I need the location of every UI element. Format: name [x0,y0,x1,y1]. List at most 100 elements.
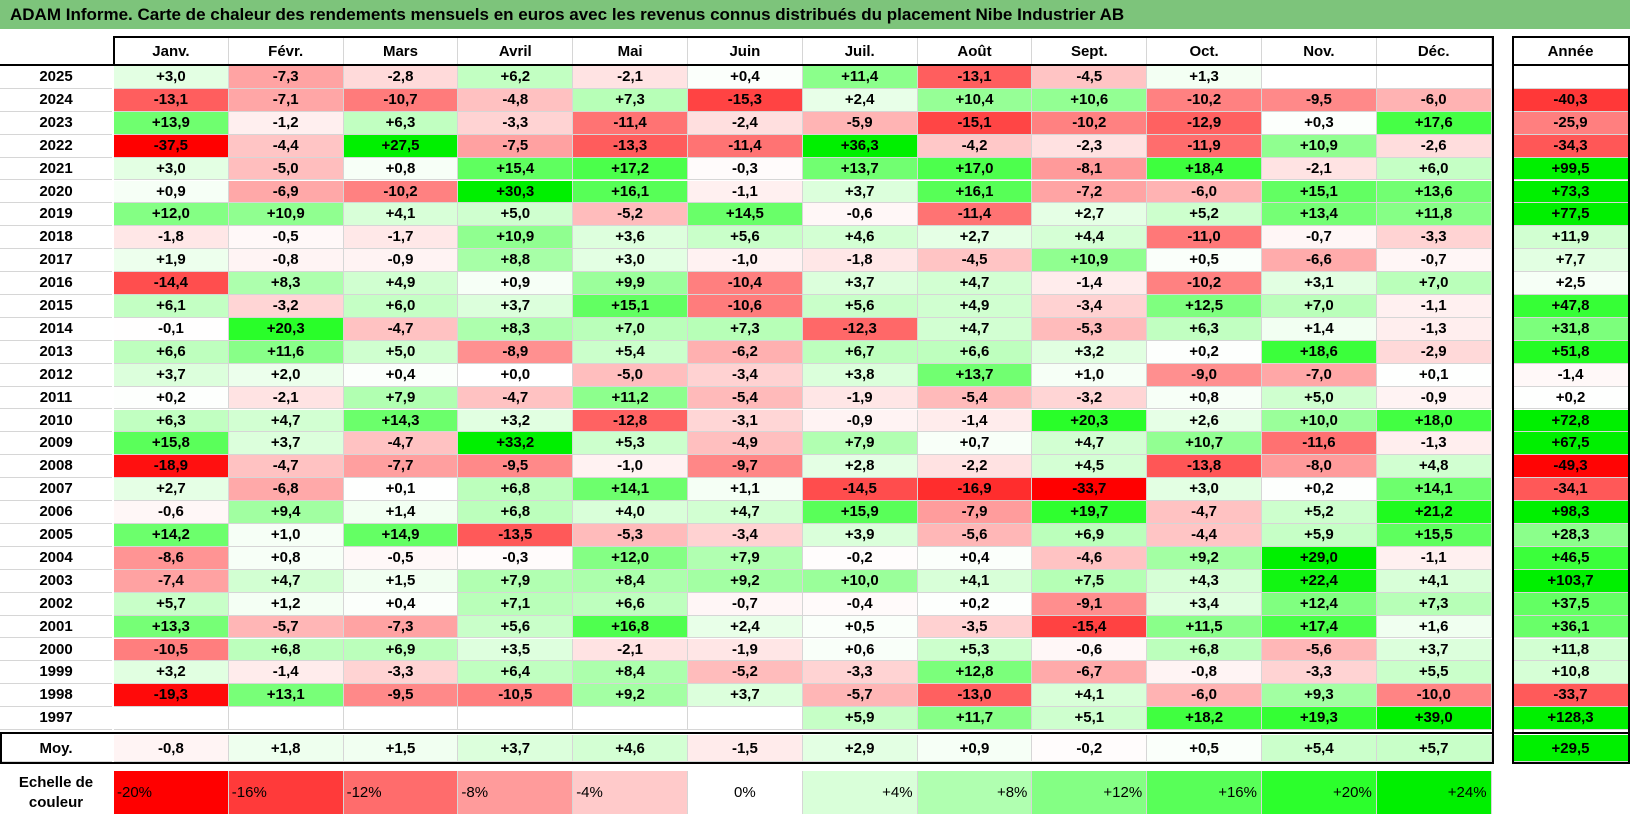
average-cell: +0,5 [1147,735,1262,763]
heatmap-cell: +4,7 [688,501,803,524]
heatmap-cell: +10,0 [802,569,918,593]
heatmap-cell: -1,3 [1376,317,1492,341]
heatmap-cell: -8,9 [458,340,574,364]
heatmap-cell: +29,0 [1262,546,1377,570]
row-year-label: 2023 [0,111,112,135]
heatmap-cell: +17,0 [917,157,1033,181]
heatmap-cell: +5,3 [917,638,1033,662]
heatmap-cell: +7,0 [573,317,688,341]
row-year-label: 2002 [0,592,112,616]
heatmap-cell: +1,5 [343,569,459,593]
row-year-label: 2006 [0,501,112,524]
heatmap-cell: -3,4 [688,363,803,387]
heatmap-cell: +5,6 [458,615,574,639]
heatmap-cell: -18,9 [114,455,229,479]
heatmap-cell: -10,5 [458,684,574,708]
color-scale-step: -12% [343,771,459,814]
heatmap-cell: -5,4 [917,386,1033,410]
chart-title: ADAM Informe. Carte de chaleur des rende… [0,0,1630,29]
heatmap-cell: -7,4 [114,569,229,593]
heatmap-cell: -16,9 [917,478,1033,502]
color-scale-label: Echelle de couleur [0,771,112,814]
heatmap-cell: +12,8 [917,661,1033,685]
heatmap-cell: -4,8 [458,88,574,112]
heatmap-cell: -4,5 [1032,66,1148,89]
heatmap-cell: +6,3 [1147,317,1262,341]
column-header-8: Août [917,38,1033,65]
heatmap-cell: +7,9 [458,569,574,593]
heatmap-cell: +0,2 [917,592,1033,616]
heatmap-cell: +6,6 [114,340,229,364]
heatmap-cell: -1,8 [114,226,229,250]
heatmap-cell: +20,3 [1032,409,1148,433]
heatmap-cell: +3,7 [802,272,918,295]
heatmap-cell: +0,8 [1147,386,1262,410]
heatmap-cell: +7,9 [343,386,459,410]
heatmap-cell: -15,1 [917,111,1033,135]
year-frame-right [1628,36,1630,765]
row-year-label: 2010 [0,409,112,433]
row-year-label: 2021 [0,157,112,181]
heatmap-cell: +8,4 [573,661,688,685]
heatmap-cell: +5,5 [1376,661,1492,685]
heatmap-cell: +3,8 [802,363,918,387]
heatmap-cell: +5,9 [802,707,918,731]
heatmap-cell: +1,2 [228,592,344,616]
heatmap-cell: -1,8 [802,249,918,273]
heatmap-cell: +0,1 [343,478,459,502]
heatmap-cell: +3,0 [1147,478,1262,502]
annual-total-cell: -34,3 [1513,134,1629,158]
heatmap-cell: +10,4 [917,88,1033,112]
heatmap-cell: -1,1 [1376,546,1492,570]
heatmap-cell: -13,8 [1147,455,1262,479]
annual-total-cell: +7,7 [1513,249,1629,273]
heatmap-cell: -19,3 [114,684,229,708]
heatmap-cell: +3,4 [1147,592,1262,616]
color-scale-step: +24% [1376,771,1492,814]
heatmap-cell: -4,4 [228,134,344,158]
heatmap-cell: -1,4 [917,409,1033,433]
heatmap-cell: +3,7 [228,432,344,456]
heatmap-cell: -1,1 [688,180,803,204]
heatmap-cell: +0,4 [917,546,1033,570]
heatmap-cell: -5,9 [802,111,918,135]
heatmap-cell: +10,9 [1032,249,1148,273]
heatmap-cell: -7,3 [343,615,459,639]
heatmap-cell: -0,6 [1032,638,1148,662]
heatmap-cell: -2,1 [573,66,688,89]
heatmap-cell: -5,6 [1262,638,1377,662]
row-year-label: 2019 [0,203,112,227]
average-cell: +1,5 [343,735,459,763]
heatmap-cell: +1,6 [1376,615,1492,639]
row-year-label: 2008 [0,455,112,479]
heatmap-cell [458,707,574,731]
heatmap-cell: +3,5 [458,638,574,662]
annual-total-cell: +46,5 [1513,546,1629,570]
row-year-label: 2024 [0,88,112,112]
heatmap-cell: -11,6 [1262,432,1377,456]
heatmap-cell: -6,7 [1032,661,1148,685]
heatmap-cell: -13,1 [917,66,1033,89]
heatmap-cell: +0,8 [228,546,344,570]
heatmap-cell: +9,9 [573,272,688,295]
heatmap-cell: -0,3 [688,157,803,181]
heatmap-cell: -0,6 [802,203,918,227]
heatmap-cell: -1,4 [228,661,344,685]
heatmap-cell: +16,1 [917,180,1033,204]
heatmap-cell: +6,9 [1032,524,1148,547]
heatmap-cell: -3,2 [1032,386,1148,410]
heatmap-cell: +0,4 [688,66,803,89]
heatmap-cell: +9,4 [228,501,344,524]
heatmap-cell [343,707,459,731]
heatmap-cell: +4,0 [573,501,688,524]
annual-total-cell: +103,7 [1513,569,1629,593]
heatmap-cell: +9,3 [1262,684,1377,708]
heatmap-cell: +0,2 [114,386,229,410]
heatmap-cell: +21,2 [1376,501,1492,524]
heatmap-cell: +4,9 [917,295,1033,318]
annual-total-cell: +51,8 [1513,340,1629,364]
heatmap-cell: +1,1 [688,478,803,502]
heatmap-cell: -4,5 [917,249,1033,273]
heatmap-cell: +7,1 [458,592,574,616]
heatmap-cell: +6,1 [114,295,229,318]
